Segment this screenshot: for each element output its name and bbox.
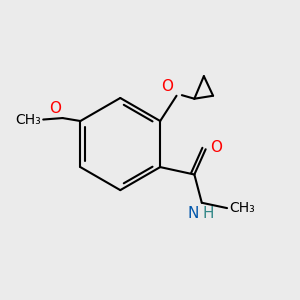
Text: H: H xyxy=(202,206,214,221)
Text: O: O xyxy=(161,79,173,94)
Text: O: O xyxy=(50,101,61,116)
Text: CH₃: CH₃ xyxy=(16,112,41,127)
Text: CH₃: CH₃ xyxy=(230,201,255,215)
Text: N: N xyxy=(188,206,199,221)
Text: O: O xyxy=(210,140,222,155)
